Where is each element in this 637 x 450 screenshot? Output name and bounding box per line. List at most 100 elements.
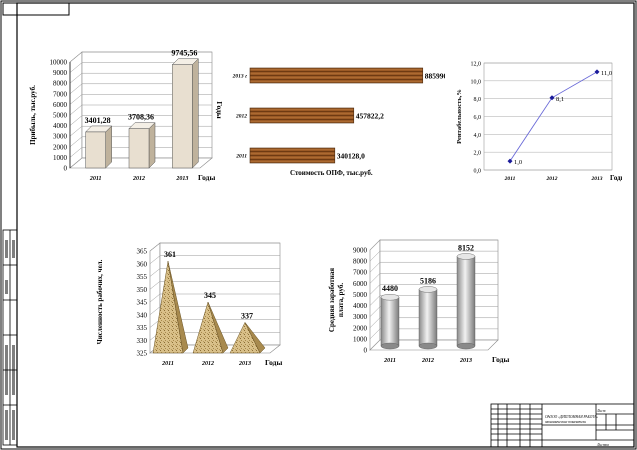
y-tick-label: 5000: [353, 291, 368, 299]
gridline-side: [149, 293, 161, 303]
y-tick-label: 0,0: [474, 169, 482, 175]
y-tick-label: 0: [364, 347, 368, 355]
y-tick-label: 4,0: [474, 133, 482, 139]
data-label: 8,1: [556, 96, 564, 103]
y-tick-label: 9000: [353, 247, 368, 255]
y-tick-label: 350: [137, 286, 148, 294]
gridline-side: [369, 239, 381, 251]
data-label: 3401,28: [85, 116, 111, 125]
data-point: [507, 158, 513, 164]
stamp-sheets-label: Листов: [596, 443, 609, 447]
bar-side: [148, 122, 156, 169]
data-label: 11,0: [601, 70, 612, 77]
y-axis-title: Рентабельность,%: [456, 89, 463, 144]
x-tick-label: 2012: [421, 358, 434, 364]
y-axis-title-line2: плата, руб.: [337, 283, 345, 318]
x-tick-label: 2013: [238, 361, 251, 367]
bar: [249, 67, 424, 84]
gridline-side: [69, 136, 83, 147]
back-wall: [379, 239, 499, 341]
data-point: [594, 69, 600, 75]
cylinder-top: [380, 294, 400, 301]
y-tick-label: 2000: [53, 143, 68, 151]
y-tick-label: 8000: [353, 258, 368, 266]
data-label: 340128,0: [337, 152, 365, 161]
data-label: 457822,2: [356, 112, 384, 121]
salary-chart: 0 1000 2000 3000 4000 5000 6000 7000 8000 9000 448…: [328, 239, 509, 364]
bar-side: [105, 125, 112, 169]
y-tick-label: 1000: [353, 335, 368, 343]
gridline-side: [369, 250, 381, 262]
gridline-side: [369, 317, 381, 328]
x-tick-label: 2012: [546, 176, 558, 182]
left-margin-marks: [5, 240, 15, 440]
cylinder-body: [380, 297, 400, 347]
headcount-chart: 325 330 335 340 345 350 355 360 365 361 2011 345 201…: [96, 242, 282, 367]
gridline-side: [369, 339, 381, 351]
bar-side: [192, 58, 199, 169]
gridline-side: [69, 94, 83, 105]
x-tick-label: 2013: [175, 176, 188, 182]
y-tick-label: 4000: [53, 122, 68, 130]
gridline-side: [69, 115, 83, 126]
y-tick-label: 2013 г: [232, 74, 247, 80]
data-label: 345: [204, 291, 216, 300]
cylinder-body: [456, 256, 476, 347]
side-wall: [369, 239, 381, 351]
gridline-side: [69, 73, 83, 84]
y-tick-label: 12,0: [471, 62, 482, 68]
cylinder-base: [418, 342, 438, 350]
profit-chart: 0 1000 2000 3000 4000 5000 6000 7000 8000 9000 100…: [29, 49, 215, 182]
cylinder-base: [380, 342, 400, 350]
y-tick-label: 335: [137, 324, 148, 332]
y-tick-label: 1000: [53, 154, 68, 162]
y-tick-label: 2011: [235, 154, 247, 160]
y-tick-label: 340: [137, 311, 148, 319]
bar: [249, 107, 355, 124]
y-axis-title: Средняя заработная: [328, 268, 336, 332]
pyramid-side: [244, 322, 266, 354]
data-label: 885990,9: [425, 72, 445, 81]
y-tick-label: 8000: [53, 80, 68, 88]
gridline-side: [69, 83, 83, 94]
stamp-text-1: ОАООО «ДИПЛОМНАЯ РАБОТА»: [545, 415, 598, 419]
gridline-side: [369, 295, 381, 306]
gridline-side: [149, 268, 161, 277]
data-label: 8152: [458, 243, 474, 252]
y-tick-label: 330: [137, 337, 148, 345]
data-label: 5186: [420, 276, 436, 285]
data-label: 1,0: [514, 159, 522, 166]
y-tick-label: 0: [64, 165, 68, 173]
x-tick-label: 2011: [383, 358, 396, 364]
x-axis-title: Годы: [492, 355, 509, 364]
data-label: 361: [164, 250, 176, 259]
title-block: [490, 403, 635, 448]
gridline-side: [69, 104, 83, 116]
pyramid-side: [167, 261, 189, 354]
y-tick-label: 360: [137, 260, 148, 268]
x-axis-title: Годы: [610, 174, 622, 182]
y-tick-label: 2012: [235, 114, 247, 120]
y-tick-label: 9000: [53, 69, 68, 77]
gridline-side: [369, 306, 381, 317]
y-tick-label: 365: [137, 248, 148, 256]
gridline-side: [149, 306, 161, 315]
y-tick-label: 5000: [53, 112, 68, 120]
x-tick-label: 2011: [161, 361, 174, 367]
y-tick-label: 10000: [50, 59, 68, 67]
y-axis-title: Прибыль, тыс.руб.: [29, 85, 37, 145]
y-tick-label: 8,0: [474, 97, 482, 103]
opf-chart: 885990,9 2013 г 457822,2 2012 340128,0 2011 Го…: [215, 67, 445, 177]
y-tick-label: 3000: [53, 133, 68, 141]
stamp-sheet-label: Лист: [596, 409, 606, 413]
gridline-side: [69, 126, 83, 137]
x-axis-title: Годы: [265, 358, 282, 367]
y-tick-label: 345: [137, 299, 148, 307]
y-tick-label: 2000: [353, 324, 368, 332]
data-label: 9745,56: [171, 49, 197, 58]
x-axis-title: Стоимость ОПФ, тыс.руб.: [290, 169, 373, 177]
x-axis-title: Годы: [198, 173, 215, 182]
bar: [172, 64, 193, 169]
